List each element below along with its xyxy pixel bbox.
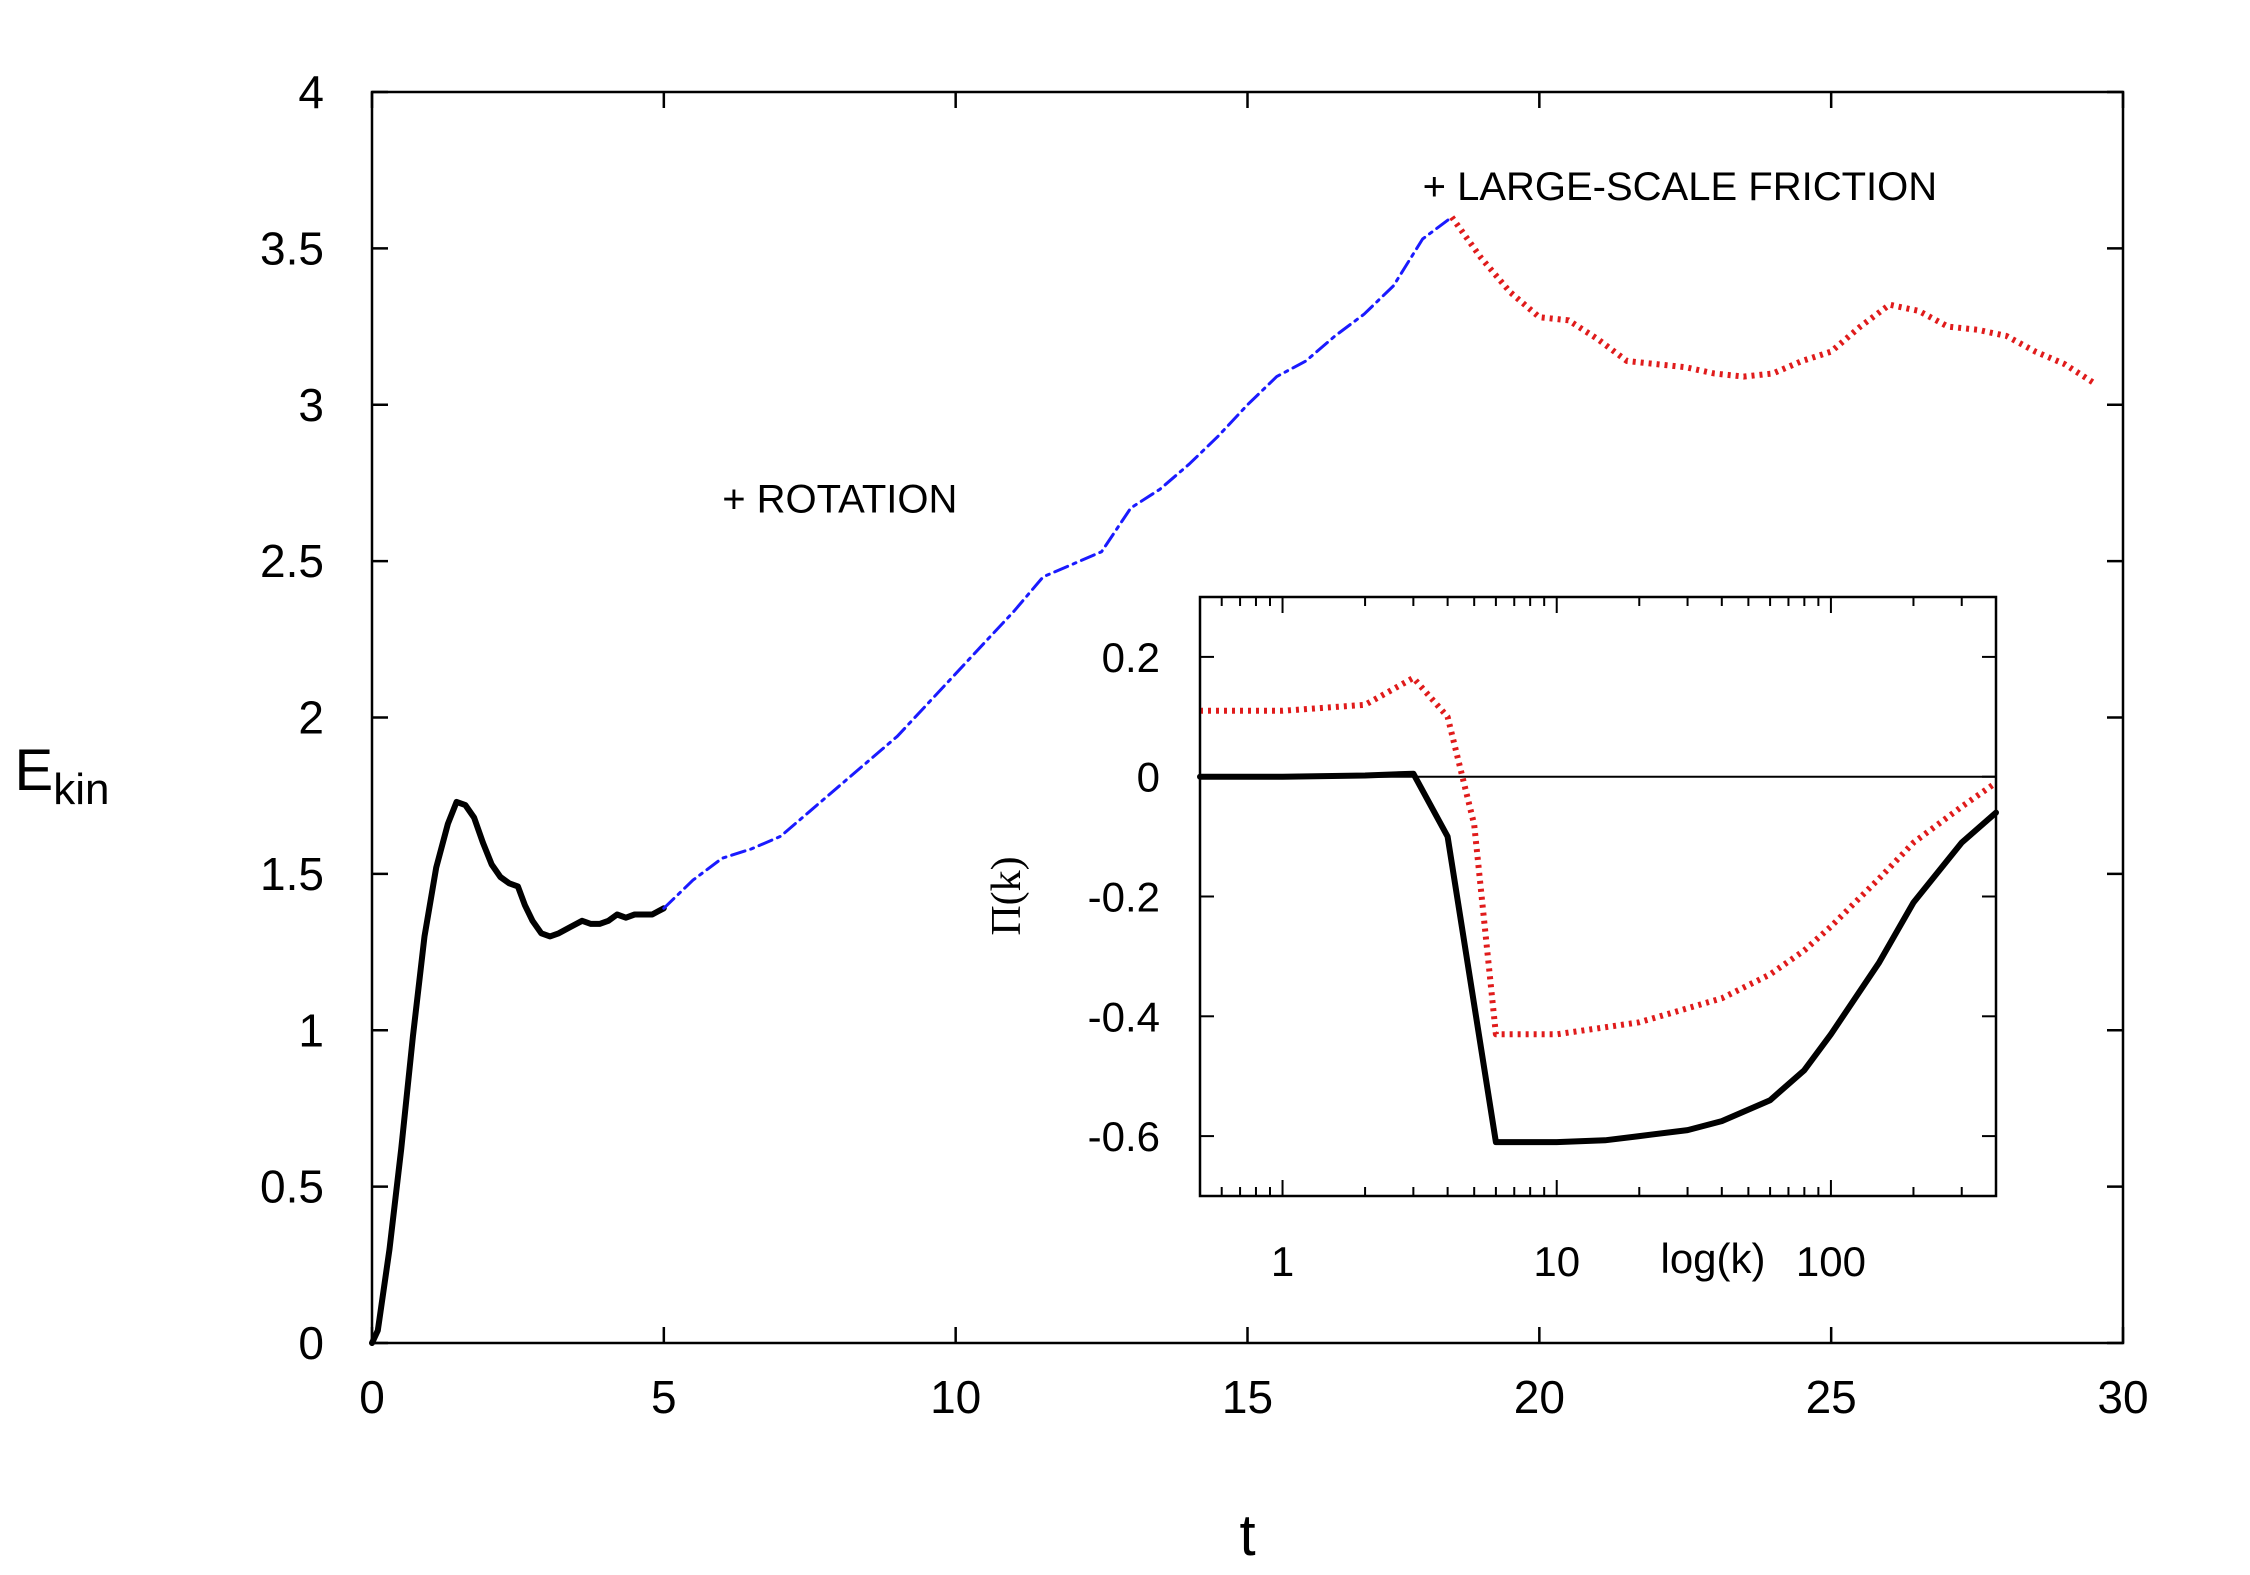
main-y-tick-label: 1	[298, 1004, 324, 1056]
inset-x-tick-label: 100	[1796, 1238, 1866, 1285]
main-y-tick-label: 3.5	[260, 222, 324, 274]
main-y-tick-label: 2.5	[260, 535, 324, 587]
inset-background	[1080, 587, 2006, 1296]
main-annotations-layer: + ROTATION + LARGE-SCALE FRICTION	[722, 165, 1937, 522]
inset-x-tick-label: 1	[1271, 1238, 1294, 1285]
main-series-layer	[369, 215, 2096, 1346]
main-x-tick-label: 30	[2097, 1371, 2148, 1423]
inset-y-tick-label: -0.6	[1088, 1113, 1160, 1160]
inset-series-black	[1197, 770, 1999, 1146]
main-y-tick-label: 4	[298, 66, 324, 118]
inset-y-axis-label: Π(k)	[984, 856, 1030, 935]
inset-y-tick-label: 0.2	[1102, 634, 1160, 681]
main-y-tick-label: 3	[298, 379, 324, 431]
inset-y-tick-label: 0	[1137, 754, 1160, 801]
main-x-tick-label: 0	[359, 1371, 385, 1423]
main-x-tick-label: 25	[1806, 1371, 1857, 1423]
main-y-axis-label-sub: kin	[53, 765, 109, 814]
main-x-tick-label: 20	[1514, 1371, 1565, 1423]
main-x-tick-label: 5	[651, 1371, 677, 1423]
main-y-tick-label: 2	[298, 692, 324, 744]
main-x-tick-label: 10	[930, 1371, 981, 1423]
inset-plot: 1 10 100 0.2 0 -0.2 -0.4 -0.6 log(k) Π(k)	[984, 587, 2006, 1296]
inset-y-tick-label: -0.4	[1088, 993, 1160, 1040]
inset-x-tick-label: 10	[1533, 1238, 1580, 1285]
inset-series-red	[1200, 674, 1998, 1038]
main-series-initial	[369, 798, 667, 1346]
main-series-large_scale_friction	[1449, 215, 2096, 386]
main-annotation: + ROTATION	[722, 478, 957, 522]
inset-y-tick-label: -0.2	[1088, 874, 1160, 921]
main-x-tick-label: 15	[1222, 1371, 1273, 1423]
inset-series-layer	[1197, 674, 1999, 1146]
main-annotation: + LARGE-SCALE FRICTION	[1423, 165, 1938, 209]
main-x-axis-label: t	[1239, 1503, 1255, 1568]
inset-x-axis-label: log(k)	[1660, 1235, 1765, 1282]
inset-ticks-layer: 1 10 100 0.2 0 -0.2 -0.4 -0.6	[1088, 597, 1997, 1285]
main-y-tick-label: 0	[298, 1317, 324, 1369]
main-y-tick-label: 0.5	[260, 1161, 324, 1213]
main-series-rotation	[662, 215, 1454, 910]
main-y-axis-label: Ekin	[15, 738, 110, 814]
main-y-axis-label-base: E	[15, 738, 54, 803]
main-y-tick-label: 1.5	[260, 848, 324, 900]
